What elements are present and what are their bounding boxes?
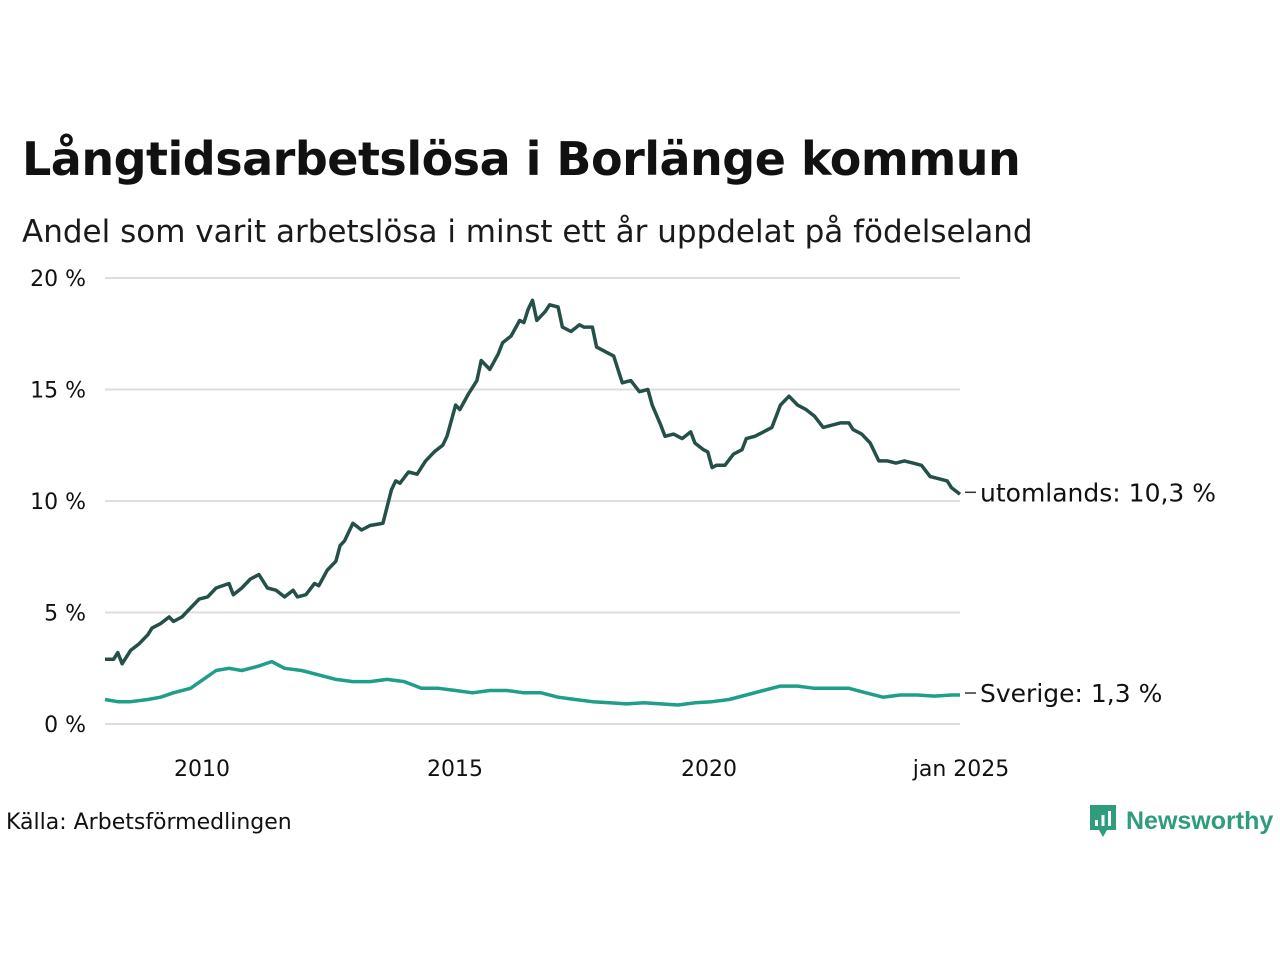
y-tick-label: 20 % (30, 267, 86, 292)
series-line-utomlands (105, 298, 962, 666)
y-tick-label: 10 % (30, 490, 86, 515)
y-tick-label: 5 % (44, 602, 86, 627)
y-tick-label: 15 % (30, 379, 86, 404)
brand-logo: Newsworthy (1088, 803, 1273, 839)
end-label-utomlands: utomlands: 10,3 % (980, 478, 1216, 507)
grid-layer (105, 277, 960, 725)
x-tick-label: 2015 (427, 757, 483, 782)
chart-title: Långtidsarbetslösa i Borlänge kommun (22, 132, 1021, 186)
brand-name: Newsworthy (1126, 806, 1274, 835)
y-tick-label: 0 % (44, 713, 86, 738)
label-layer: 0 % 5 % 10 % 15 % 20 % 2010 2015 2020 jan 2025 ut… (30, 267, 1216, 782)
newsworthy-icon (1090, 805, 1116, 837)
x-tick-label: 2020 (681, 757, 737, 782)
x-tick-label: 2010 (174, 757, 230, 782)
end-label-sverige: Sverige: 1,3 % (980, 679, 1162, 708)
source-note: Källa: Arbetsförmedlingen (6, 810, 292, 835)
x-tick-label: jan 2025 (912, 757, 1010, 782)
series-layer (104, 298, 962, 707)
chart-subtitle: Andel som varit arbetslösa i minst ett å… (22, 214, 1033, 250)
series-line-sverige (104, 659, 960, 707)
